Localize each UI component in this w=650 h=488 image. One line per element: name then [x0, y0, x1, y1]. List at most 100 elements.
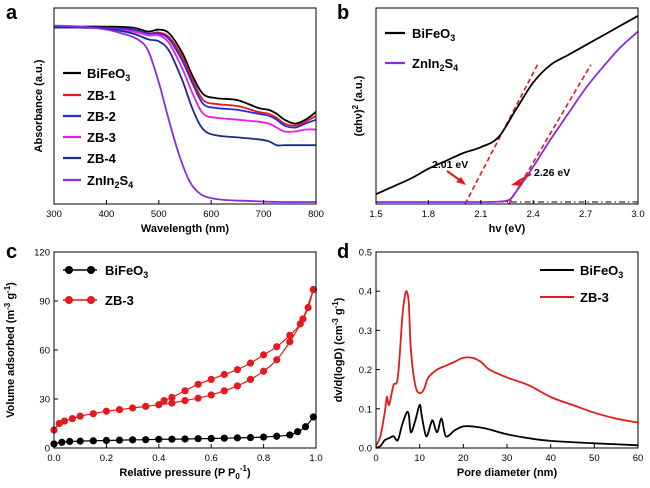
panel-label-a: a	[6, 2, 18, 24]
data-point-zb-3	[181, 397, 189, 405]
data-point-zb-3-desorption	[304, 303, 312, 312]
panel-b-xlabel: hv (eV)	[489, 223, 526, 235]
tangent-line-1	[464, 62, 540, 205]
data-point-zb-3	[194, 394, 202, 402]
panel-b-ticks: 1.5 1.8 2.1 2.4 2.7 3.0	[369, 200, 645, 220]
legend-label-bifeo3: BiFeO3	[87, 66, 130, 83]
data-point-bifeo3	[220, 434, 228, 442]
data-point-zb-3	[246, 375, 255, 383]
data-point-bifeo3	[129, 436, 137, 444]
x-tick-label: 40	[545, 453, 556, 464]
data-point-zb-3	[60, 417, 69, 425]
x-tick-label: 0	[373, 453, 378, 464]
panel-d-xlabel: Pore diameter (nm)	[457, 467, 558, 479]
x-tick-label: 20	[458, 453, 469, 464]
legend-label-zb2: ZB-2	[87, 109, 116, 124]
panel-d-ylabel: dv/d(logD) (cm-3 g-1)	[331, 297, 345, 402]
data-point-zb-3	[115, 406, 124, 414]
panel-d-ticks: 0 10 20 30 40 50 60 0.0 0.1 0.2 0.3 0.4 0.5	[359, 248, 644, 465]
x-tick-label: 2.7	[579, 209, 592, 220]
arrow-2-01-shaft	[446, 170, 462, 182]
x-tick-label: 500	[151, 209, 167, 220]
x-tick-label: 0.8	[257, 453, 270, 464]
panel-a: 300 400 500 600 700 800 Wavelength (nm) Absor…	[33, 7, 324, 235]
data-point-zb-3-desorption	[260, 351, 268, 359]
y-tick-label: 120	[34, 248, 50, 259]
panel-d-legend: BiFeO3 ZB-3	[540, 263, 623, 305]
data-point-zb-3-desorption	[273, 343, 281, 351]
panel-c-xlabel: Relative pressure (P P0-1)	[119, 464, 251, 481]
y-tick-label: 60	[39, 346, 50, 357]
legend-c-marker-zb3-b	[87, 296, 95, 304]
panel-a-frame	[53, 7, 317, 205]
y-tick-label: 0.5	[359, 248, 372, 259]
data-point-zb-3-desorption	[233, 366, 241, 374]
data-point-zb-3	[233, 382, 241, 390]
x-tick-label: 10	[414, 453, 425, 464]
y-tick-label: 0.0	[359, 444, 372, 455]
panel-b-ylabel: (αhν)2 (a.u.)	[351, 75, 365, 136]
legend-label-zb1: ZB-1	[87, 88, 116, 103]
panel-a-plot	[53, 24, 317, 203]
data-point-bifeo3	[207, 434, 215, 443]
annotation-2-26-ev: 2.26 eV	[534, 167, 570, 179]
panel-c-plot	[50, 285, 317, 448]
panel-b-plot	[375, 15, 639, 205]
x-tick-label: 800	[308, 209, 324, 220]
data-point-zb-3	[207, 391, 215, 399]
x-tick-label: 1.8	[422, 209, 435, 220]
series-line-zb-2	[54, 26, 317, 129]
legend-c-marker-bifeo3	[65, 266, 73, 274]
tangent-line-2	[508, 64, 592, 205]
legend-d-label-bifeo3: BiFeO3	[580, 263, 623, 280]
panel-c-legend: BiFeO3 ZB-3	[63, 263, 148, 308]
data-point-bifeo3	[58, 438, 66, 446]
data-point-bifeo3	[301, 423, 310, 431]
legend-c-marker-zb3	[65, 296, 73, 304]
legend-label-zb4: ZB-4	[87, 151, 117, 166]
legend-c-marker-bifeo3-b	[87, 266, 95, 274]
x-tick-label: 600	[203, 209, 219, 220]
legend-b-label-bifeo3: BiFeO3	[412, 26, 455, 43]
data-point-zb-3	[142, 402, 150, 410]
panel-c-ylabel: Volume adsorbed (m-3 g-1)	[3, 282, 17, 418]
series-line-zb-3	[53, 26, 317, 133]
y-tick-label: 0.2	[359, 365, 372, 376]
panel-b-frame	[375, 7, 639, 205]
data-point-bifeo3	[194, 435, 202, 443]
data-point-zb-3	[102, 407, 110, 415]
data-point-zb-3	[89, 410, 97, 418]
legend-label-zb3: ZB-3	[87, 130, 116, 145]
data-point-zb-3	[155, 401, 163, 409]
series-line-bifeo3	[53, 25, 317, 125]
data-point-bifeo3	[246, 433, 255, 442]
x-tick-label: 3.0	[631, 209, 644, 220]
x-tick-label: 50	[589, 453, 600, 464]
x-tick-label: 700	[256, 209, 272, 220]
legend-c-label-zb3: ZB-3	[105, 293, 134, 308]
data-point-zb-3-desorption	[246, 359, 255, 367]
x-tick-label: 0.2	[100, 453, 113, 464]
data-point-zb-3-desorption	[296, 320, 304, 328]
data-point-zb-3-desorption	[181, 387, 189, 395]
data-point-bifeo3	[89, 437, 97, 445]
x-tick-label: 2.4	[527, 209, 540, 220]
x-tick-label: 0.6	[205, 453, 218, 464]
y-tick-label: 90	[39, 297, 50, 308]
data-point-zb-3	[286, 338, 294, 346]
panel-label-b: b	[337, 2, 349, 24]
data-point-zb-3-desorption	[194, 380, 202, 388]
x-tick-label: 400	[98, 209, 114, 220]
panel-a-ticks: 300 400 500 600 700 800	[46, 200, 324, 220]
data-point-zb-3	[273, 356, 281, 364]
y-tick-label: 0	[45, 444, 50, 455]
panel-b-legend: BiFeO3 ZnIn2S4	[385, 26, 458, 73]
panel-b: 1.5 1.8 2.1 2.4 2.7 3.0 hv (eV) (αhν)2 (a.u.)…	[351, 7, 645, 235]
data-point-bifeo3	[233, 434, 241, 442]
arrow-2-26-head	[511, 179, 522, 186]
series-line-bifeo3	[375, 15, 639, 196]
x-tick-label: 0.4	[152, 453, 165, 464]
data-point-bifeo3	[309, 413, 317, 421]
data-point-zb-3	[260, 367, 268, 375]
